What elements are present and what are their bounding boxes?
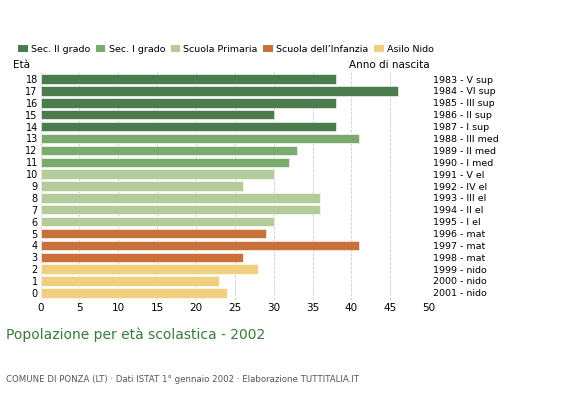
Text: Popolazione per età scolastica - 2002: Popolazione per età scolastica - 2002: [6, 328, 265, 342]
Bar: [41, 134, 359, 143]
Bar: [41, 146, 297, 155]
Bar: [41, 205, 320, 214]
Text: Età: Età: [13, 60, 30, 70]
Bar: [41, 98, 336, 108]
Bar: [41, 193, 320, 202]
Bar: [41, 241, 359, 250]
Bar: [41, 86, 398, 96]
Text: COMUNE DI PONZA (LT) · Dati ISTAT 1° gennaio 2002 · Elaborazione TUTTITALIA.IT: COMUNE DI PONZA (LT) · Dati ISTAT 1° gen…: [6, 375, 359, 384]
Text: Anno di nascita: Anno di nascita: [349, 60, 429, 70]
Bar: [41, 229, 266, 238]
Bar: [41, 158, 289, 167]
Bar: [41, 181, 242, 191]
Bar: [41, 276, 219, 286]
Bar: [41, 217, 274, 226]
Bar: [41, 110, 274, 119]
Bar: [41, 288, 227, 298]
Legend: Sec. II grado, Sec. I grado, Scuola Primaria, Scuola dell’Infanzia, Asilo Nido: Sec. II grado, Sec. I grado, Scuola Prim…: [18, 45, 434, 54]
Bar: [41, 122, 336, 131]
Bar: [41, 264, 258, 274]
Bar: [41, 253, 242, 262]
Bar: [41, 170, 274, 179]
Bar: [41, 74, 336, 84]
